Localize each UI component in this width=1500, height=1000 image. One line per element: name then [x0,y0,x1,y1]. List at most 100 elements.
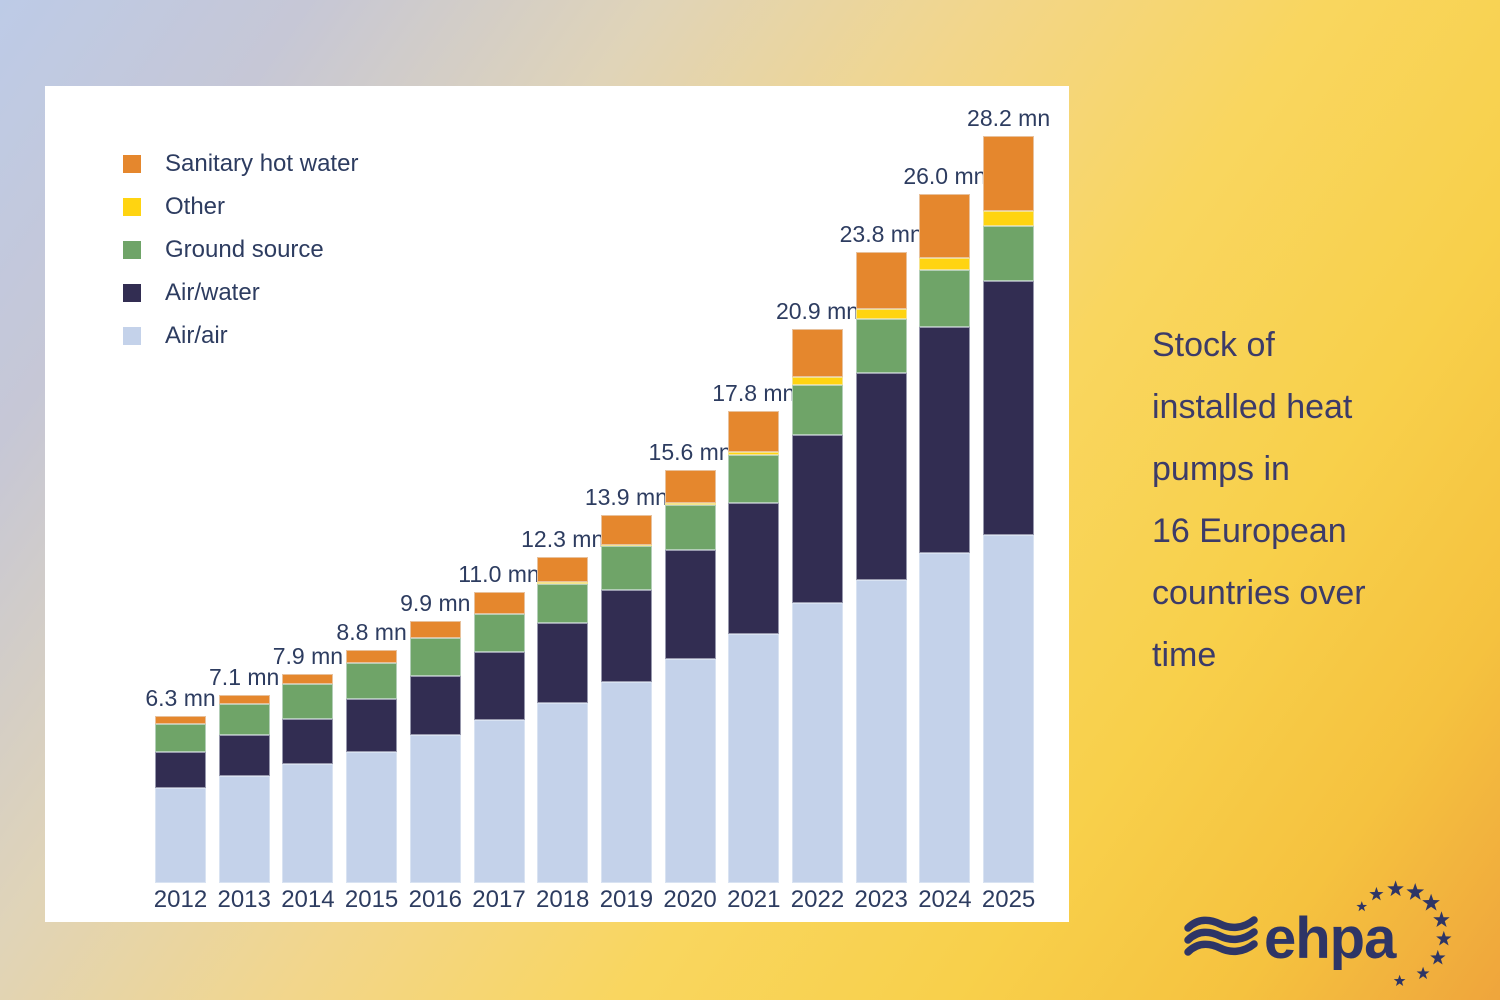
bar-segment-air-air [855,579,907,883]
bar-2023 [855,252,907,883]
bar-segment-air-air [346,751,398,883]
bar-segment-sanitary-hot-water [600,514,652,546]
page-title-line: time [1152,636,1217,674]
bar-segment-other [600,545,652,547]
chart-legend: Sanitary hot water Other Ground source Air/… [123,142,358,357]
waves-icon [1184,916,1258,956]
page-title: Stock of installed heat pumps in 16 Europea… [1152,314,1492,686]
bar-segment-air-water [282,718,334,764]
bar-segment-air-air [537,702,589,883]
bar-segment-sanitary-hot-water [155,716,206,725]
legend-label: Ground source [165,235,324,263]
bar-2024 [919,194,971,883]
legend-swatch [123,240,141,259]
bar-segment-ground-source [346,663,398,699]
legend-item-ground-source: Ground source [123,228,358,271]
ehpa-logo-text: ehpa [1264,906,1397,971]
bar-segment-air-water [919,326,971,554]
bar-total-label: 13.9 mn [584,483,668,510]
bar-segment-air-water [409,676,461,735]
chart-card: Sanitary hot water Other Ground source Air/… [45,86,1069,922]
bar-2019 [600,514,652,883]
eu-star-icon [1393,974,1406,986]
bar-total-label: 8.8 mn [336,618,407,645]
bar-segment-sanitary-hot-water [473,591,525,615]
page-title-line: installed heat [1152,388,1353,426]
bar-2012 [155,716,206,883]
ehpa-logo: ehpa [1184,880,1452,986]
eu-stars-arc-icon [1356,880,1452,986]
x-axis-label: 2025 [981,886,1036,913]
legend-item-air-water: Air/water [123,271,358,314]
bar-segment-ground-source [600,546,652,591]
bar-segment-air-air [919,553,971,883]
bar-total-label: 9.9 mn [400,589,471,616]
bar-segment-air-air [473,720,525,883]
legend-label: Other [165,192,226,220]
bar-segment-ground-source [409,637,461,677]
bar-segment-sanitary-hot-water [282,673,334,685]
bar-total-label: 23.8 mn [839,221,923,248]
bar-segment-other [664,502,716,506]
bar-segment-air-air [600,681,652,883]
bar-2015 [346,649,398,883]
bar-2021 [728,411,780,883]
x-axis-label: 2016 [408,886,462,913]
eu-star-icon [1406,883,1425,900]
legend-label: Air/air [165,321,228,349]
bar-2013 [218,694,270,883]
bar-segment-other [983,211,1035,226]
eu-star-icon [1422,893,1440,911]
bar-2014 [282,673,334,883]
eu-star-icon [1436,930,1452,946]
bar-segment-air-water [218,734,270,776]
bar-2022 [792,329,843,883]
bar-segment-other [919,257,971,270]
bar-segment-ground-source [155,724,206,752]
bar-segment-air-water [346,698,398,752]
eu-star-icon [1356,901,1368,912]
x-axis-label: 2020 [663,886,717,913]
legend-swatch [123,154,141,173]
bar-segment-air-water [728,502,780,634]
legend-label: Sanitary hot water [165,149,359,177]
bar-segment-sanitary-hot-water [409,620,461,638]
bar-segment-sanitary-hot-water [346,649,398,664]
bar-segment-other [792,376,843,385]
bar-segment-air-air [728,633,780,883]
bar-total-label: 12.3 mn [521,526,605,553]
bar-segment-air-air [155,787,206,883]
bar-segment-ground-source [537,583,589,624]
eu-star-icon [1387,880,1404,897]
bar-total-label: 20.9 mn [775,298,860,325]
bar-segment-ground-source [728,455,780,503]
legend-item-other: Other [123,185,358,228]
page-title-line: countries over [1152,574,1366,612]
bar-segment-ground-source [792,384,843,436]
bar-total-label: 6.3 mn [145,685,216,712]
bar-total-label: 7.9 mn [272,642,344,669]
x-axis-label: 2017 [472,886,526,913]
bar-segment-ground-source [664,505,716,551]
x-axis-label: 2012 [153,886,208,913]
bar-segment-sanitary-hot-water [537,557,589,583]
x-axis-label: 2018 [535,886,590,913]
bar-segment-air-water [155,751,206,788]
bar-segment-sanitary-hot-water [792,329,843,377]
x-axis-label: 2021 [727,886,781,913]
legend-swatch [123,283,141,302]
page-title-line: pumps in [1152,450,1290,488]
bar-total-label: 26.0 mn [903,163,987,189]
bar-segment-sanitary-hot-water [664,469,716,503]
bar-segment-ground-source [855,318,907,373]
x-axis-label: 2014 [281,886,335,913]
bar-segment-air-air [409,734,461,883]
x-axis-label: 2024 [918,886,972,913]
bar-segment-other [855,309,907,319]
bar-segment-sanitary-hot-water [855,252,907,310]
bar-segment-air-water [855,372,907,580]
bar-segment-ground-source [919,269,971,327]
page-title-line: Stock of [1152,326,1275,364]
bar-2020 [664,469,716,883]
